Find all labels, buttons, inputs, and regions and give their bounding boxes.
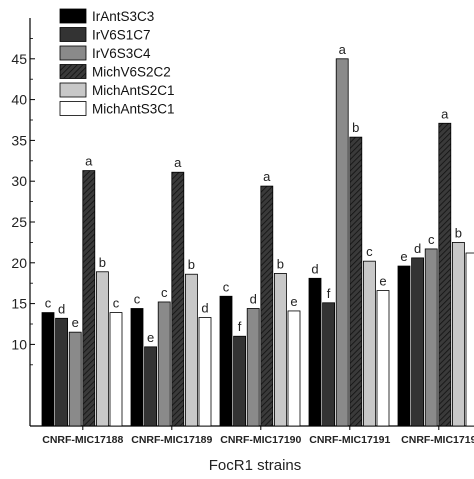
bar-significance-label: c [366, 244, 373, 259]
x-tick-label: CNRF-MIC1719 [401, 434, 474, 446]
bar-michv6s2c2 [171, 171, 185, 427]
bar-significance-label: b [352, 120, 359, 135]
bar-significance-label: c [113, 296, 120, 311]
bar-significance-label: b [277, 256, 284, 271]
legend-swatch [59, 27, 87, 42]
bar-significance-label: c [161, 285, 168, 300]
legend-swatch [59, 45, 87, 61]
y-tick-label: 10 [11, 336, 27, 352]
bar-significance-label: a [174, 155, 182, 170]
legend: IrAntS3C3 IrV6S1C7 IrV6S3C4 MichV6S2C2 MichA… [56, 6, 221, 123]
legend-swatch [59, 64, 87, 79]
bar-irv6s1c7 [411, 257, 425, 427]
bar-michants3c1 [376, 290, 390, 427]
bar-significance-label: f [327, 286, 331, 301]
bar-irants3c3 [397, 265, 411, 427]
bar-significance-label: a [339, 42, 347, 57]
bar-michants2c1 [451, 241, 465, 427]
bar-significance-label: e [72, 315, 79, 330]
legend-swatch [59, 101, 87, 116]
legend-label: IrV6S3C4 [92, 46, 151, 61]
bar-significance-label: d [201, 300, 208, 315]
bar-michants2c1 [96, 271, 109, 427]
y-tick-label: 40 [11, 92, 27, 108]
bar-significance-label: a [85, 154, 93, 169]
bar-michv6s2c2 [260, 185, 274, 427]
legend-swatch [59, 8, 87, 24]
bar-significance-label: b [188, 257, 195, 272]
bar-significance-label: d [250, 291, 257, 306]
legend-label: MichAntS2C1 [92, 83, 175, 98]
bar-significance-label: e [400, 249, 407, 264]
bar-michants2c1 [184, 273, 198, 427]
x-tick-label: CNRF-MIC17188 [42, 434, 123, 446]
bar-irv6s3c4 [68, 331, 82, 427]
legend-label: IrV6S1C7 [92, 28, 151, 43]
y-tick-label: 15 [11, 296, 27, 312]
legend-label: IrAntS3C3 [92, 9, 154, 24]
bar-michants2c1 [273, 273, 287, 427]
bar-significance-label: c [223, 279, 230, 294]
bar-significance-label: f [238, 319, 242, 334]
bar-irv6s1c7 [322, 302, 336, 427]
bar-significance-label: c [134, 291, 141, 306]
legend-label: MichV6S2C2 [92, 65, 171, 80]
bar-michv6s2c2 [82, 170, 96, 427]
bar-michants3c1 [287, 310, 301, 427]
bar-significance-label: b [99, 255, 106, 270]
bar-michv6s2c2 [349, 136, 363, 427]
bars [41, 58, 474, 427]
y-tick-label: 30 [11, 173, 27, 189]
legend-label: MichAntS3C1 [92, 102, 175, 117]
bar-michants3c1 [198, 317, 212, 427]
bar-michv6s2c2 [438, 122, 452, 427]
bar-significance-label: a [441, 106, 449, 121]
bar-irants3c3 [308, 277, 322, 427]
bar-significance-label: c [428, 232, 435, 247]
bar-irv6s1c7 [144, 346, 158, 427]
bar-irv6s1c7 [233, 335, 247, 427]
bar-irants3c3 [219, 295, 233, 427]
bar-irv6s3c4 [246, 308, 260, 427]
bar-significance-label: a [263, 169, 271, 184]
bar-significance-label: e [147, 330, 154, 345]
bar-irv6s3c4 [424, 248, 438, 427]
bar-significance-label: e [379, 274, 386, 289]
bar-significance-label: c [45, 296, 52, 311]
bar-significance-label: e [290, 294, 297, 309]
bar-michants2c1 [362, 260, 376, 427]
bar-irants3c3 [41, 312, 55, 427]
bar-michants3c1 [109, 312, 123, 427]
axes: 10 15 20 25 30 35 40 45 CNRF-MIC17188 CNRF-MIC171… [11, 18, 474, 446]
bar-irants3c3 [130, 308, 144, 427]
bar-irv6s1c7 [55, 317, 68, 427]
bar-michants3c1 [465, 252, 474, 427]
y-tick-label: 45 [11, 51, 27, 67]
x-tick-label: CNRF-MIC17191 [309, 434, 390, 446]
bar-significance-label: d [311, 261, 318, 276]
x-tick-label: CNRF-MIC17190 [220, 434, 301, 446]
bar-significance-label: d [58, 301, 65, 316]
bar-irv6s3c4 [157, 301, 171, 427]
legend-swatch [59, 82, 87, 98]
y-tick-label: 25 [11, 214, 27, 230]
x-tick-label: CNRF-MIC17189 [131, 434, 212, 446]
x-axis-title: FocR1 strains [209, 457, 302, 474]
bar-irv6s3c4 [335, 58, 349, 427]
y-tick-label: 20 [11, 255, 27, 271]
bar-significance-label: d [414, 241, 421, 256]
bar-significance-label: b [455, 225, 462, 240]
y-tick-label: 35 [11, 132, 27, 148]
